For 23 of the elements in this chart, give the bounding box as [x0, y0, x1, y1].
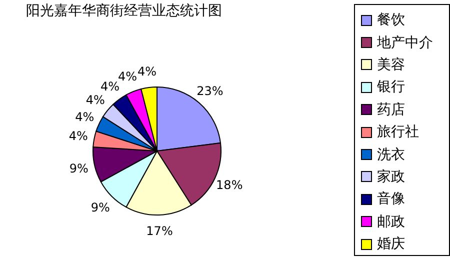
legend-label: 旅行社: [377, 123, 419, 142]
legend-label: 邮政: [377, 212, 405, 231]
legend-label: 银行: [377, 78, 405, 96]
legend-label: 餐饮: [377, 11, 405, 30]
data-label: 4%: [100, 79, 120, 94]
legend-label: 地产中介: [377, 34, 433, 52]
legend-label: 洗衣: [377, 146, 405, 164]
data-label: 9%: [69, 161, 88, 176]
data-label: 23%: [196, 84, 224, 98]
data-label: 17%: [146, 224, 173, 238]
data-label: 4%: [68, 129, 88, 144]
legend-label: 美容: [377, 56, 405, 74]
data-label: 4%: [75, 110, 94, 124]
legend-label: 婚庆: [377, 235, 405, 254]
data-label: 4%: [86, 93, 105, 108]
chart-title: 阳光嘉年华商街经营业态统计图: [26, 2, 222, 20]
data-label: 9%: [90, 200, 110, 215]
data-label: 18%: [216, 178, 243, 192]
legend-label: 音像: [377, 190, 405, 208]
data-label: 4%: [137, 64, 156, 79]
data-label: 4%: [118, 70, 138, 84]
legend-label: 家政: [377, 168, 405, 186]
legend-label: 药店: [377, 100, 405, 119]
